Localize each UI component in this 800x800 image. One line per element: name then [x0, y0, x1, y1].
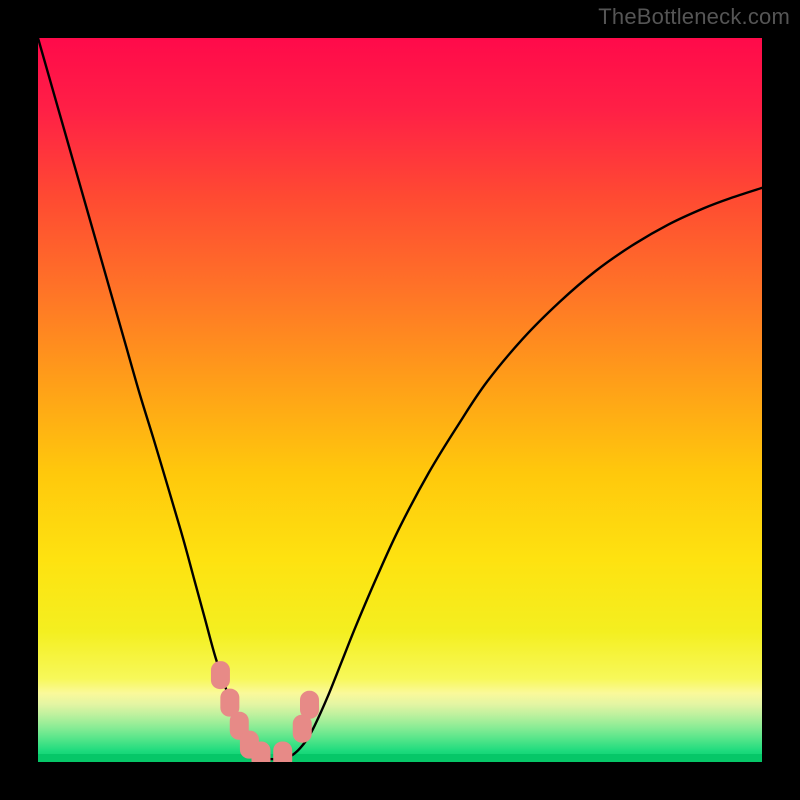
data-marker — [211, 661, 230, 689]
data-marker — [293, 715, 312, 743]
data-marker — [300, 691, 319, 719]
plot-background — [38, 38, 762, 762]
chart-canvas — [0, 0, 800, 800]
watermark-text: TheBottleneck.com — [598, 4, 790, 30]
